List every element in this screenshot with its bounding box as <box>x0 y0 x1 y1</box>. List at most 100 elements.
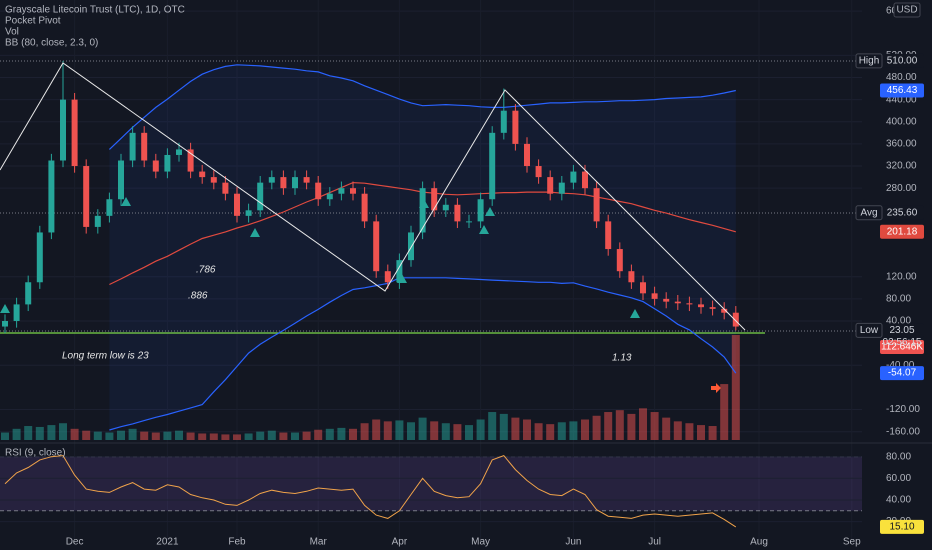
y-tick-label: 120.00 <box>886 271 917 282</box>
candle-body <box>489 132 496 200</box>
currency: USD <box>896 5 917 16</box>
volume-bar <box>279 432 288 440</box>
volume-bar <box>163 431 172 440</box>
candle-body <box>94 215 101 227</box>
volume-bar <box>441 423 450 440</box>
volume-bar <box>720 384 729 440</box>
volume-bar <box>12 428 21 440</box>
candle-body <box>663 298 670 302</box>
volume-bar <box>418 417 427 440</box>
candle-body <box>187 149 194 172</box>
candle-body <box>535 166 542 178</box>
candle-body <box>616 249 623 272</box>
candle-body <box>71 99 78 167</box>
y-tick-label: 280.00 <box>886 183 917 194</box>
stat-name: Avg <box>860 207 877 218</box>
volume-bar <box>650 412 659 440</box>
candle-body <box>13 304 20 322</box>
candle-body <box>303 177 310 183</box>
volume-bar <box>221 434 230 440</box>
axes: 60520.00480.00440.00400.00360.00320.0028… <box>66 6 924 548</box>
volume-bar <box>685 423 694 440</box>
candle-body <box>25 282 32 305</box>
legend-item: BB (80, close, 2.3, 0) <box>5 38 98 49</box>
volume-bar <box>581 419 589 440</box>
annotation: .786 <box>196 265 216 276</box>
x-tick-label: Dec <box>66 537 84 548</box>
pivot <box>479 225 489 234</box>
volume-bar <box>615 410 624 440</box>
candle-body <box>199 171 206 178</box>
candle-body <box>106 199 113 216</box>
rsi-label: 15.10 <box>889 522 914 533</box>
volume-bar <box>604 412 613 440</box>
volume-bar <box>673 421 682 440</box>
stat-name-bg <box>855 53 883 69</box>
candle-body <box>698 304 704 308</box>
volume-bar <box>198 433 207 440</box>
candle-body <box>674 301 681 304</box>
rsi-legend: RSI (9, close) <box>5 448 66 459</box>
y-tick-label: 360.00 <box>886 139 917 150</box>
candle-body <box>651 293 658 299</box>
x-tick-label: Jun <box>565 537 581 548</box>
volume-bar <box>465 425 473 440</box>
y-tick-label: 400.00 <box>886 116 917 127</box>
volume-bar <box>117 430 125 440</box>
rsi-tick-label: 80.00 <box>886 451 911 462</box>
stat-value: 510.00 <box>887 56 918 67</box>
volume-bar <box>256 431 265 440</box>
stat-value-bg <box>880 205 924 220</box>
candle-body <box>709 307 716 309</box>
volume-bar <box>24 426 33 440</box>
bb-lower <box>109 277 737 431</box>
candle-body <box>141 132 148 161</box>
volume-bar <box>82 430 91 440</box>
candle-body <box>373 221 380 272</box>
bb-basis-label-bg <box>880 224 924 239</box>
volume-bar <box>1 432 9 440</box>
candles <box>2 60 739 334</box>
x-tick-label: Feb <box>228 537 246 548</box>
volume-bar <box>488 412 497 440</box>
candle-body <box>315 182 322 200</box>
candle-body <box>176 149 182 155</box>
candle-body <box>384 271 391 283</box>
volume-bar <box>325 428 334 440</box>
legend-item: Vol <box>5 27 19 38</box>
candle-body <box>164 154 171 172</box>
volume-bar <box>557 422 566 440</box>
bb-band <box>109 64 736 431</box>
y-tick-label: 320.00 <box>886 161 917 172</box>
candle-body <box>222 182 229 194</box>
pivot <box>630 309 640 318</box>
volume-bar <box>407 422 415 440</box>
candle-body <box>361 193 368 222</box>
candle-body <box>2 321 8 327</box>
pivot <box>121 197 131 206</box>
volume-bar <box>140 431 149 440</box>
y-tick-label: -40.00 <box>886 360 915 371</box>
stat-value-bg <box>880 323 924 338</box>
volume-bar <box>731 335 740 440</box>
pivot <box>485 207 495 216</box>
candle-body <box>36 232 43 283</box>
volume-bar <box>35 426 44 440</box>
candle-body <box>570 171 577 183</box>
candle-body <box>628 271 635 283</box>
y-tick-label: -120.00 <box>886 404 920 415</box>
trend-drawing <box>0 62 746 331</box>
pocket-pivots <box>0 197 640 318</box>
rsi-label-bg <box>880 519 924 534</box>
candle-body <box>454 204 461 222</box>
candle-body <box>60 99 66 161</box>
candle-body <box>48 160 55 233</box>
x-tick-label: Apr <box>392 537 408 548</box>
candle-body <box>477 199 484 222</box>
x-tick-label: Mar <box>310 537 328 548</box>
rsi-band <box>0 456 862 511</box>
candle-body <box>605 221 612 250</box>
bb-lower-label-bg <box>880 366 924 381</box>
stat-value-bg <box>880 53 924 68</box>
